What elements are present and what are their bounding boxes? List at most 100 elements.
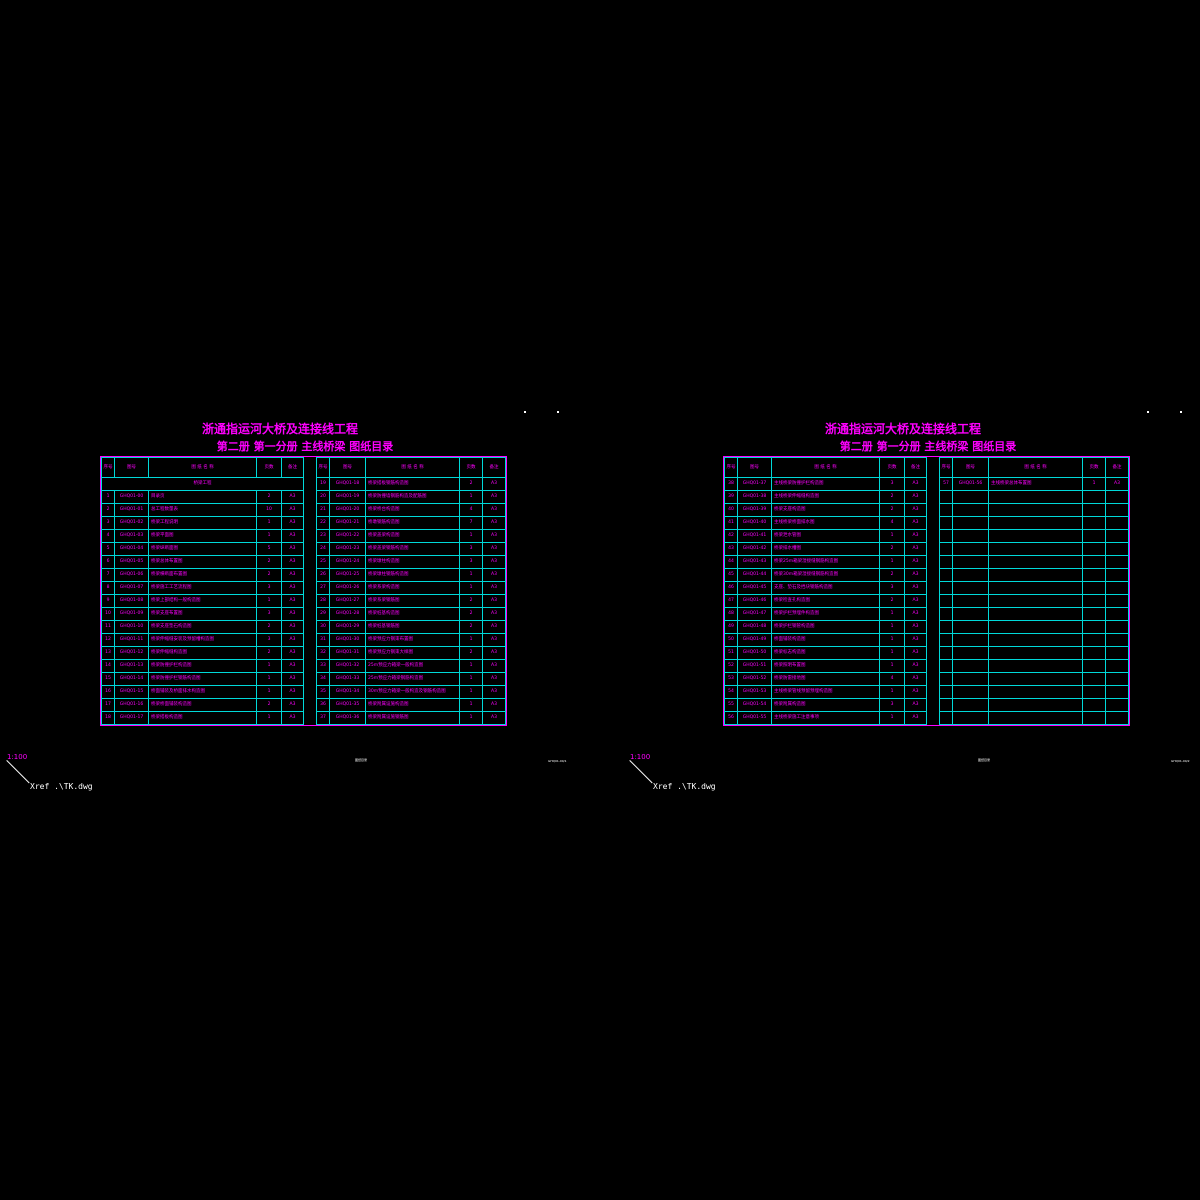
drawing-code: GHQ01-55: [737, 711, 772, 725]
empty-cell: [988, 542, 1083, 556]
empty-cell: [988, 685, 1083, 699]
page-count: 1: [459, 568, 483, 582]
page-count: 3: [879, 581, 905, 595]
note: A3: [482, 594, 506, 608]
note: A3: [281, 633, 304, 647]
drawing-code: GHQ01-47: [737, 607, 772, 621]
left-small-note: 图纸目录: [355, 758, 368, 762]
note: A3: [482, 568, 506, 582]
left-scale-label: 1:100: [7, 753, 28, 761]
table-row: 7 GHQ01-06 桥梁横断面布置图 2 A3 26 GHQ01-25 桥梁墩柱钢筋构造图 1…: [101, 568, 506, 582]
drawing-code: GHQ01-02: [114, 516, 149, 530]
empty-cell: [1105, 555, 1129, 569]
row-number: 2: [101, 503, 115, 517]
empty-cell: [939, 516, 953, 530]
empty-cell: [952, 711, 989, 725]
page-count: 2: [879, 594, 905, 608]
drawing-code: GHQ01-51: [737, 659, 772, 673]
row-number: 21: [316, 503, 330, 517]
column-gap: [926, 457, 940, 478]
right-small-note: 图纸目录: [978, 758, 991, 762]
page-count: 7: [459, 516, 483, 530]
column-gap: [303, 490, 317, 504]
table-row: 1 GHQ01-00 目录页 2 A3 20 GHQ01-19 桥梁防撞墙钢筋构造及配筋图 1 A…: [101, 490, 506, 504]
drawing-name: 桥梁伸缩缝安装及预留槽构造图: [148, 633, 257, 647]
note: A3: [482, 659, 506, 673]
table-row: 3 GHQ01-02 桥梁工程说明 1 A3 22 GHQ01-21 桥墩钢筋构造图 7 A3: [101, 516, 506, 530]
row-number: 42: [724, 529, 738, 543]
empty-cell: [939, 581, 953, 595]
empty-cell: [939, 568, 953, 582]
drawing-code: GHQ01-01: [114, 503, 149, 517]
empty-cell: [939, 529, 953, 543]
drawing-name: 桥梁排水槽图: [771, 542, 880, 556]
drawing-name: 主线桥梁管线预留预埋构造图: [771, 685, 880, 699]
drawing-name: 桥梁预应力钢束布置图: [365, 633, 460, 647]
row-number: 23: [316, 529, 330, 543]
page-count: 1: [459, 633, 483, 647]
empty-cell: [939, 503, 953, 517]
column-gap: [926, 659, 940, 673]
drawing-name: 桥梁25m箱梁湿接缝钢筋构造图: [771, 555, 880, 569]
row-number: 5: [101, 542, 115, 556]
drawing-code: GHQ01-12: [114, 646, 149, 660]
empty-cell: [1105, 581, 1129, 595]
page-count: 4: [879, 516, 905, 530]
table-row: 53 GHQ01-52 桥梁防雷接地图 4 A3: [724, 672, 1129, 686]
empty-cell: [939, 607, 953, 621]
empty-cell: [952, 620, 989, 634]
empty-cell: [952, 659, 989, 673]
page-count: 2: [256, 490, 282, 504]
page-count: 3: [256, 607, 282, 621]
column-gap: [303, 698, 317, 712]
page-count: 2: [256, 698, 282, 712]
drawing-name: 桥梁照明布置图: [771, 659, 880, 673]
empty-cell: [952, 633, 989, 647]
empty-cell: [988, 490, 1083, 504]
note: A3: [281, 555, 304, 569]
page-count: 2: [256, 620, 282, 634]
empty-cell: [952, 685, 989, 699]
drawing-name: 25m预应力箱梁钢筋构造图: [365, 672, 460, 686]
note: A3: [482, 516, 506, 530]
drawing-name: 桥梁搭板钢筋构造图: [365, 477, 460, 491]
table-row: 11 GHQ01-10 桥梁支座垫石构造图 2 A3 30 GHQ01-29 桥梁桩基钢筋图 2…: [101, 620, 506, 634]
drawing-code: GHQ01-39: [737, 503, 772, 517]
note: A3: [482, 633, 506, 647]
page-count: 3: [256, 581, 282, 595]
page-count: 4: [879, 672, 905, 686]
page-count: 1: [459, 659, 483, 673]
empty-cell: [988, 607, 1083, 621]
empty-cell: [1082, 555, 1106, 569]
column-gap: [303, 503, 317, 517]
row-number: 26: [316, 568, 330, 582]
drawing-name: 桥墩钢筋构造图: [365, 516, 460, 530]
drawing-name: 主线桥梁施工注意事项: [771, 711, 880, 725]
note: A3: [482, 529, 506, 543]
drawing-code: GHQ01-11: [114, 633, 149, 647]
table-row: 5 GHQ01-04 桥梁纵断面图 5 A3 24 GHQ01-23 桥梁盖梁钢筋构造图 3 A3: [101, 542, 506, 556]
drawing-name: 25m预应力箱梁一般构造图: [365, 659, 460, 673]
empty-cell: [1105, 633, 1129, 647]
drawing-name: 桥梁护栏预埋件构造图: [771, 607, 880, 621]
drawing-code: GHQ01-15: [114, 685, 149, 699]
empty-cell: [1105, 568, 1129, 582]
empty-cell: [1082, 607, 1106, 621]
table-row: 16 GHQ01-15 桥面铺装及桥面排水构造图 1 A3 35 GHQ01-34 30m预应…: [101, 685, 506, 699]
empty-cell: [1082, 594, 1106, 608]
page-count: 1: [459, 581, 483, 595]
right-scale-label: 1:100: [630, 753, 651, 761]
drawing-name: 桥梁桥面铺装构造图: [148, 698, 257, 712]
row-number: 12: [101, 633, 115, 647]
header-note: 备注: [482, 457, 506, 478]
column-gap: [303, 529, 317, 543]
row-number: 33: [316, 659, 330, 673]
drawing-code: GHQ01-18: [329, 477, 366, 491]
drawing-name: 桥梁总体布置图: [148, 555, 257, 569]
section-label: 桥梁工程: [101, 477, 304, 491]
column-gap: [926, 620, 940, 634]
empty-cell: [988, 529, 1083, 543]
drawing-name: 桥梁桩基构造图: [365, 607, 460, 621]
page-count: 1: [256, 529, 282, 543]
empty-cell: [1105, 542, 1129, 556]
